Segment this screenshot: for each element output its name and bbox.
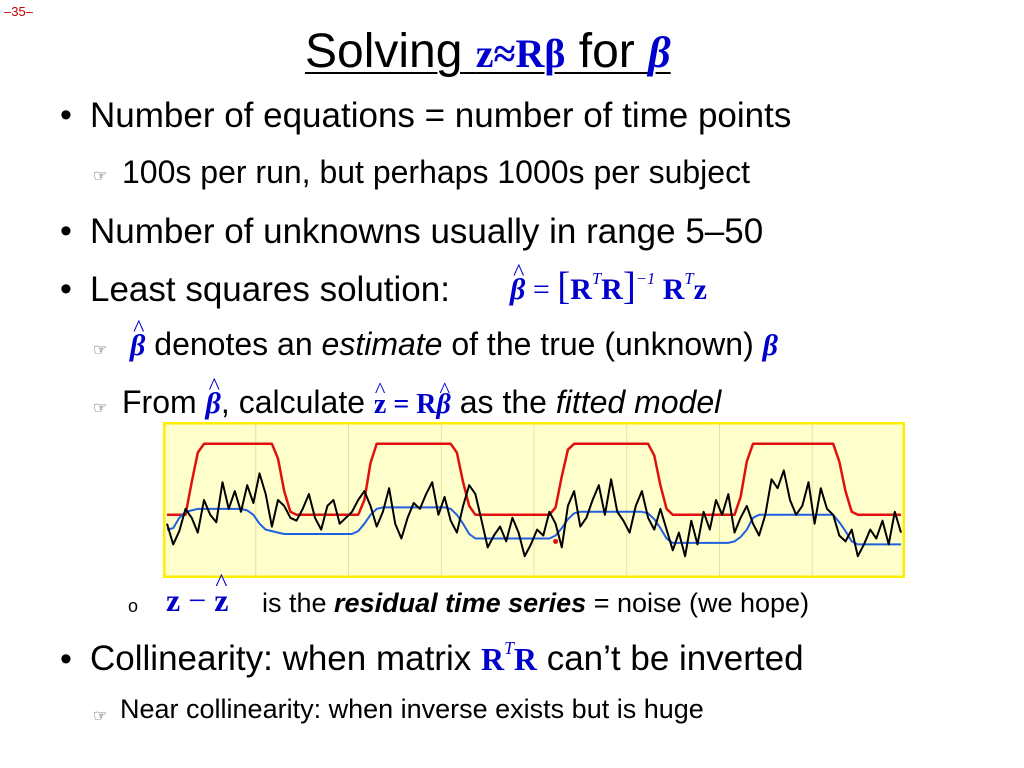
sub-bullet-run-size: 100s per run, but perhaps 1000s per subj… [122, 154, 750, 190]
bullet-dot: • [60, 640, 72, 678]
bullet-equations: Number of equations = number of time poi… [90, 96, 792, 135]
least-squares-formula: β = [RTR]−1 RTz [510, 264, 707, 309]
title-model-formula: z≈Rβ [475, 31, 566, 76]
bullet-dot: • [60, 212, 72, 250]
hand-bullet-icon: ☞ [93, 400, 108, 417]
stimulus-line [167, 442, 901, 517]
hand-bullet-icon: ☞ [93, 168, 108, 185]
bullet-dot: • [60, 96, 72, 134]
title-beta: β [648, 28, 671, 77]
bullet-collinearity: Collinearity: when matrix RTR can’t be i… [90, 638, 804, 678]
hand-bullet-icon: ☞ [93, 708, 108, 725]
data-line [166, 469, 902, 558]
small-o-bullet: o [128, 596, 139, 616]
residual-description: is the residual time series = noise (we … [262, 588, 810, 618]
sub-bullet-estimate: β denotes an estimate of the true (unkno… [130, 326, 778, 363]
bullet-unknowns: Number of unknowns usually in range 5–50 [90, 212, 764, 251]
hand-bullet-icon: ☞ [93, 342, 108, 359]
sub-bullet-near-collinearity: Near collinearity: when inverse exists b… [120, 694, 704, 724]
slide-title: Solving z≈Rβ for β [305, 24, 671, 79]
residual-formula: z − z [166, 582, 228, 619]
title-prefix: Solving [305, 25, 476, 78]
chart-grid [255, 424, 813, 576]
beta-hat: β [130, 329, 145, 363]
chart-series [166, 442, 902, 558]
bullet-least-squares: Least squares solution: [90, 270, 450, 309]
bullet-dot: • [60, 270, 72, 308]
beta-true: β [762, 329, 778, 362]
sub-bullet-fitted-model: From β, calculate z = Rβ as the fitted m… [122, 384, 721, 421]
title-for: for [565, 25, 649, 78]
cursor-marker [553, 538, 559, 544]
time-series-chart [163, 422, 905, 578]
page-number: –35– [4, 4, 33, 19]
